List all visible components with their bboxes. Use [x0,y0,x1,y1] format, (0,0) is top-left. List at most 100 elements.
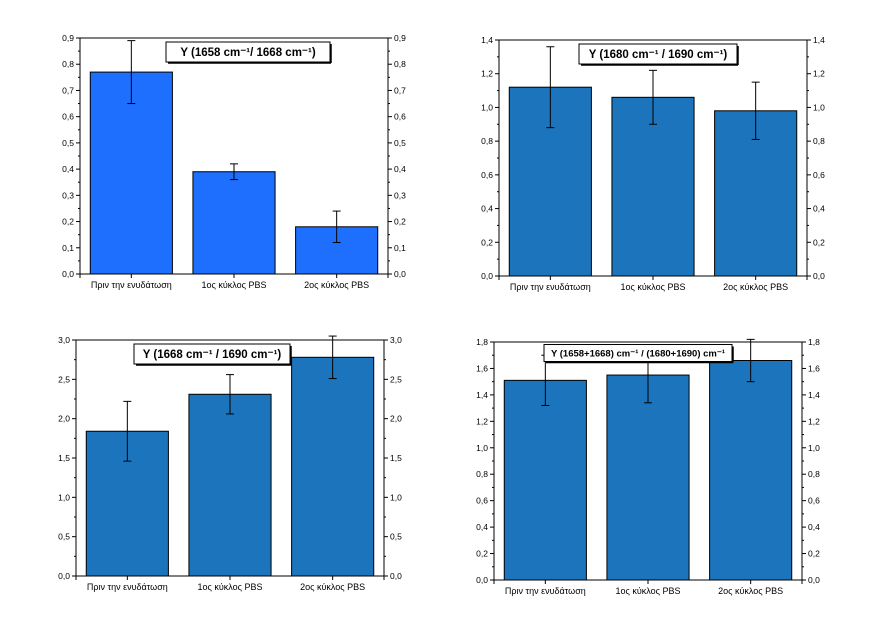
y-tick-label-right: 0,2 [808,549,820,559]
y-tick-label-left: 0,8 [481,136,493,146]
y-tick-label-left: 2,0 [58,414,70,424]
x-tick-label: 1ος κύκλος PBS [202,280,267,290]
y-tick-label-left: 0,1 [62,243,74,253]
y-tick-label-left: 0,6 [62,112,74,122]
y-tick-label-left: 0,6 [476,496,488,506]
y-tick-label-right: 0,2 [813,237,825,247]
error-bar-1 [546,46,555,129]
x-tick-label: Πριν την ενυδάτωση [87,582,168,592]
y-tick-label-left: 1,5 [58,453,70,463]
y-tick-label-left: 1,4 [481,35,493,45]
y-tick-label-right: 1,0 [390,492,402,502]
y-tick-label-right: 0,7 [394,85,406,95]
y-tick-label-right: 1,4 [808,390,820,400]
y-tick-label-left: 2,5 [58,374,70,384]
chart-title: Y (1668 cm⁻¹ / 1690 cm⁻¹) [143,349,282,361]
y-tick-label-right: 1,2 [813,69,825,79]
y-tick-label-left: 0,2 [62,217,74,227]
y-tick-label-right: 0,4 [394,164,406,174]
x-tick-label: Πριν την ενυδάτωση [505,586,586,596]
y-tick-label-left: 1,6 [476,363,488,373]
y-tick-label-right: 0,4 [808,522,820,532]
bar-2 [611,96,695,277]
chart-title: Y (1658 cm⁻¹/ 1668 cm⁻¹) [180,47,315,59]
y-tick-label-right: 2,5 [390,374,402,384]
x-tick-label: 2ος κύκλος PBS [304,280,369,290]
y-tick-label-right: 0,8 [808,469,820,479]
y-tick-label-left: 1,4 [476,390,488,400]
chart-panel-3: Πριν την ενυδάτωση 1ος κύκλος PBS 2ος κύκλ… [58,335,402,592]
y-tick-label-right: 0,3 [394,190,406,200]
y-tick-label-right: 0,1 [394,243,406,253]
y-tick-label-left: 0,8 [62,59,74,69]
y-tick-label-right: 0,9 [394,33,406,43]
y-tick-label-right: 2,0 [390,414,402,424]
x-tick-label: Πριν την ενυδάτωση [91,280,172,290]
chart-panel-4: Πριν την ενυδάτωση 1ος κύκλος PBS 2ος κύκλ… [476,337,820,596]
y-tick-label-right: 0,5 [394,138,406,148]
y-tick-label-left: 0,9 [62,33,74,43]
error-bar-3 [751,81,760,140]
y-tick-label-left: 0,2 [481,237,493,247]
bar-1 [503,379,587,581]
error-bar-3 [332,210,341,244]
bar-1 [89,71,173,275]
error-bar-1 [123,400,132,462]
y-tick-label-left: 0,0 [62,269,74,279]
bar-3 [709,360,793,581]
y-tick-label-right: 1,5 [390,453,402,463]
error-bar-1 [127,40,136,105]
x-tick-label: 1ος κύκλος PBS [198,582,263,592]
x-tick-label: 1ος κύκλος PBS [621,282,686,292]
y-tick-label-right: 1,2 [808,416,820,426]
chart-title-box: Y (1668 cm⁻¹ / 1690 cm⁻¹) [133,343,292,366]
bar-2 [192,171,276,275]
y-tick-label-left: 0,0 [58,571,70,581]
y-tick-label-left: 1,0 [58,492,70,502]
y-tick-label-left: 0,4 [476,522,488,532]
y-tick-label-right: 1,0 [808,443,820,453]
error-bar-2 [230,163,238,181]
chart-title: Y (1658+1668) cm⁻¹ / (1680+1690) cm⁻¹ [551,348,725,359]
y-tick-label-left: 1,2 [481,69,493,79]
y-tick-label-left: 0,5 [62,138,74,148]
y-tick-label-left: 1,0 [476,443,488,453]
error-bar-3 [328,335,337,380]
y-tick-label-right: 1,0 [813,102,825,112]
chart-title-box: Y (1680 cm⁻¹ / 1690 cm⁻¹) [578,43,739,66]
y-tick-label-right: 1,4 [813,35,825,45]
chart-title-box: Y (1658+1668) cm⁻¹ / (1680+1690) cm⁻¹ [543,344,734,364]
y-tick-label-left: 3,0 [58,335,70,345]
x-tick-label: 2ος κύκλος PBS [718,586,783,596]
y-tick-label-right: 0,8 [813,136,825,146]
y-tick-label-left: 0,2 [476,549,488,559]
y-tick-label-left: 0,5 [58,532,70,542]
y-tick-label-right: 0,2 [394,217,406,227]
y-tick-label-left: 0,4 [62,164,74,174]
x-tick-label: 1ος κύκλος PBS [616,586,681,596]
y-tick-label-left: 0,6 [481,170,493,180]
y-tick-label-left: 0,3 [62,190,74,200]
y-tick-label-right: 1,6 [808,363,820,373]
error-bar-2 [649,69,657,125]
y-tick-label-left: 1,0 [481,102,493,112]
x-tick-label: 2ος κύκλος PBS [723,282,788,292]
x-tick-label: 2ος κύκλος PBS [300,582,365,592]
y-tick-label-right: 0,0 [394,269,406,279]
y-tick-label-right: 0,6 [813,170,825,180]
chart-panel-1: Πριν την ενυδάτωση 1ος κύκλος PBS 2ος κύκλ… [62,33,406,290]
error-bar-3 [746,338,755,383]
y-tick-label-right: 0,0 [390,571,402,581]
y-tick-label-left: 0,0 [481,271,493,281]
x-tick-label: Πριν την ενυδάτωση [510,282,591,292]
y-tick-label-right: 0,4 [813,204,825,214]
y-tick-label-left: 1,8 [476,337,488,347]
y-tick-label-left: 1,2 [476,416,488,426]
y-tick-label-right: 0,5 [390,532,402,542]
bar-2 [606,374,690,581]
y-tick-label-right: 0,6 [394,112,406,122]
bar-3 [291,356,375,577]
chart-title-box: Y (1658 cm⁻¹/ 1668 cm⁻¹) [165,41,332,64]
y-tick-label-right: 1,8 [808,337,820,347]
y-tick-label-left: 0,4 [481,204,493,214]
